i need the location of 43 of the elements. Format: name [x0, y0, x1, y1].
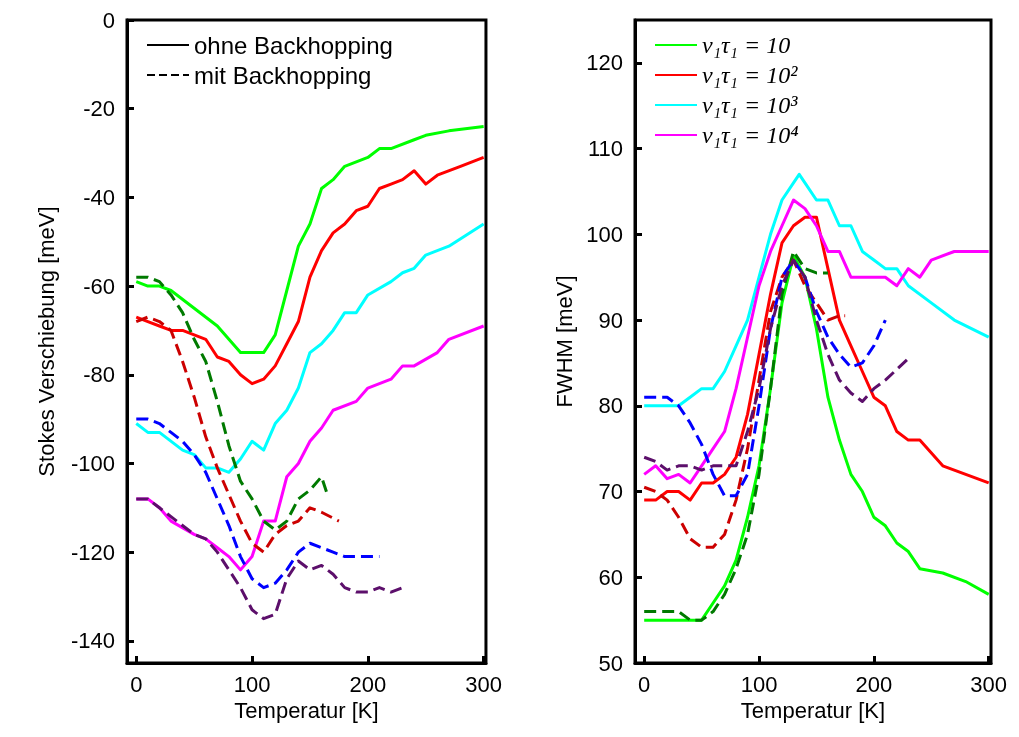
y-tick-label: 50	[598, 650, 623, 676]
line-series	[134, 497, 405, 621]
x-tick-label: 300	[465, 671, 503, 697]
x-tick-label: 200	[349, 671, 387, 697]
y-tick-label: 60	[598, 564, 623, 590]
y-tick-label: -60	[83, 273, 115, 299]
y-tick-label: 90	[598, 307, 623, 333]
y-tick-label: 110	[587, 136, 623, 162]
line-series	[642, 172, 991, 408]
line-series	[642, 258, 847, 549]
y-tick-label: -100	[70, 450, 115, 476]
x-tick-label: 100	[740, 671, 778, 697]
x-tick-label: 0	[638, 671, 651, 697]
line-series	[134, 124, 486, 355]
y-tick-label: 100	[586, 221, 623, 247]
legend-label: ν₁τ₁ = 10	[702, 32, 791, 58]
legend-label: mit Backhopping	[194, 61, 372, 89]
legend-label: ν₁τ₁ = 10³	[702, 92, 799, 118]
y-axis-title: Stokes Verschiebung [meV]	[33, 206, 59, 477]
y-tick-label: -20	[83, 96, 115, 122]
line-series	[134, 315, 341, 554]
line-series	[134, 275, 329, 532]
x-axis-title: Temperatur [K]	[740, 698, 886, 724]
line-series	[134, 155, 486, 386]
y-axis-title: FWHM [meV]	[551, 275, 577, 408]
y-tick-label: 70	[598, 479, 623, 505]
legend-label: ν₁τ₁ = 10⁴	[702, 122, 799, 148]
y-tick-label: -120	[70, 539, 115, 565]
x-tick-label: 300	[970, 671, 1008, 697]
legend-label: ν₁τ₁ = 10²	[702, 62, 799, 88]
x-axis-title: Temperatur [K]	[234, 698, 379, 724]
y-tick-label: 120	[586, 50, 623, 76]
line-series	[134, 222, 486, 474]
x-tick-label: 200	[855, 671, 893, 697]
line-series	[642, 258, 910, 472]
y-tick-label: 80	[598, 393, 623, 419]
x-tick-label: 0	[130, 671, 143, 697]
legend-label: ohne Backhopping	[194, 31, 393, 59]
y-tick-label: 0	[102, 7, 115, 33]
x-tick-label: 100	[233, 671, 271, 697]
y-tick-label: -140	[70, 628, 115, 654]
y-tick-label: -80	[83, 362, 115, 388]
y-tick-label: -40	[83, 184, 115, 210]
